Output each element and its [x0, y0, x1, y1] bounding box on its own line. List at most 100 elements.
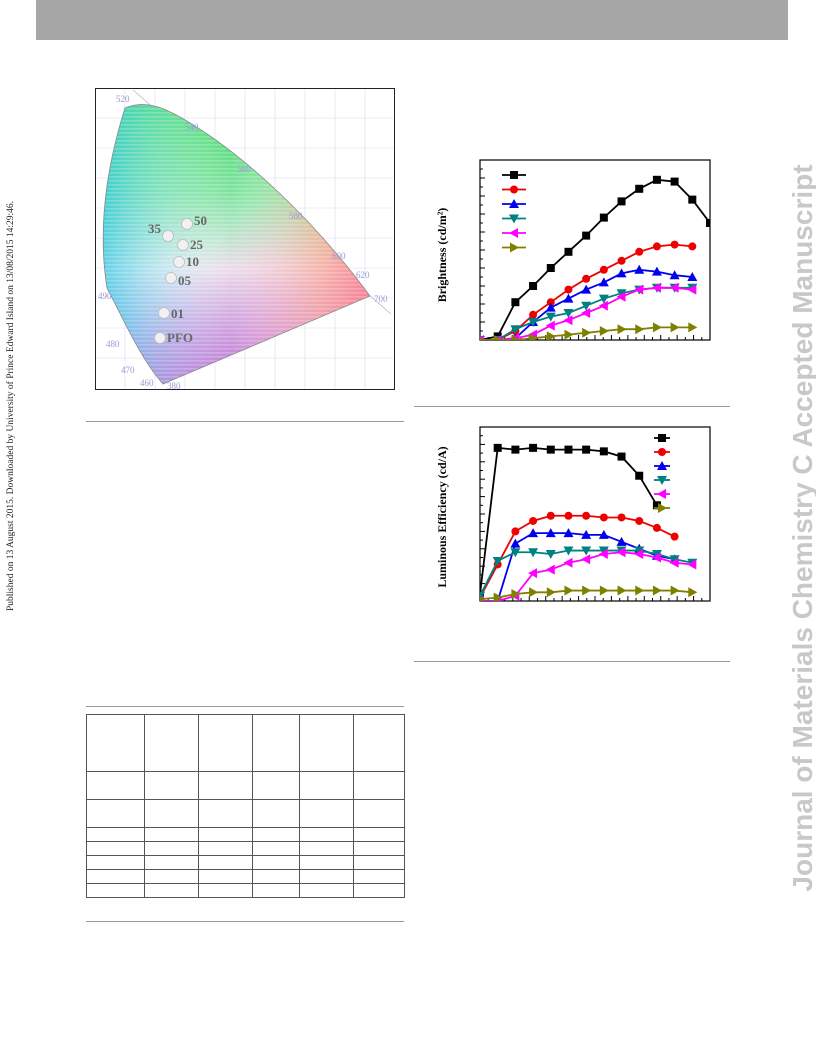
data-point [635, 247, 644, 256]
data-point [546, 587, 556, 598]
plot-area [480, 175, 710, 340]
legend-marker [509, 214, 519, 224]
data-point [617, 585, 627, 596]
chart-legend [654, 434, 670, 513]
data-point [688, 322, 698, 333]
data-point [528, 528, 539, 538]
brightness-chart-svg: Brightness (cd/m²) [435, 159, 711, 341]
data-point [688, 242, 697, 251]
data-point [563, 546, 574, 556]
data-point [617, 324, 627, 335]
data-point [651, 282, 661, 293]
data-point [511, 589, 521, 600]
data-point [670, 240, 679, 249]
data-point [563, 293, 574, 303]
data-point [670, 585, 680, 596]
plot-area [480, 443, 698, 601]
data-point [564, 285, 573, 294]
data-point [598, 546, 609, 556]
table-row [86, 799, 405, 828]
data-point [581, 529, 592, 539]
data-point [634, 546, 645, 556]
right-rule-2 [414, 661, 730, 662]
wavelength-700: 700 [374, 294, 388, 304]
data-point [652, 175, 661, 184]
data-point [652, 242, 661, 251]
efficiency-chart: Luminous Efficiency (cd/A) [430, 415, 720, 615]
data-point [564, 445, 573, 454]
data-point [564, 247, 573, 256]
data-point [582, 585, 592, 596]
data-point [652, 585, 662, 596]
wavelength-470: 470 [121, 365, 135, 375]
data-point [687, 272, 698, 281]
data-point [688, 195, 697, 204]
data-point [617, 452, 626, 461]
data-point [546, 331, 556, 340]
data-point [546, 264, 555, 272]
data-point [493, 443, 502, 452]
cie-diagram: 520 540 560 580 600 620 700 490 480 470 … [95, 88, 395, 391]
data-point [634, 264, 645, 274]
data-point [652, 523, 661, 532]
data-point [670, 177, 679, 186]
data-point [493, 592, 503, 601]
data-point [545, 550, 556, 560]
table-row [86, 827, 405, 842]
wavelength-600: 600 [332, 251, 346, 261]
cie-label-10: 10 [186, 254, 199, 269]
data-point [564, 511, 573, 520]
cie-label-35: 35 [148, 221, 162, 236]
data-point [563, 528, 574, 538]
data-point [635, 516, 644, 525]
data-point [528, 568, 538, 579]
data-point [545, 302, 556, 312]
data-point [563, 309, 574, 318]
legend-marker [657, 489, 666, 499]
legend-marker [510, 171, 518, 179]
data-point [599, 213, 608, 222]
data-point [599, 326, 609, 336]
data-point [652, 322, 662, 333]
wavelength-560: 560 [237, 164, 251, 174]
data-point [599, 585, 609, 596]
data-point [582, 231, 591, 240]
data-point [635, 184, 644, 193]
cie-label-01: 01 [171, 306, 184, 321]
publication-note: Published on 13 August 2015. Downloaded … [6, 200, 16, 611]
data-point [582, 327, 592, 338]
data-point [529, 310, 538, 319]
data-point [617, 256, 626, 265]
data-point [635, 324, 645, 335]
data-point [581, 308, 591, 318]
data-point [529, 587, 539, 598]
data-point [546, 298, 555, 307]
page-header-band [36, 0, 788, 40]
data-point [480, 596, 485, 601]
data-point [582, 511, 591, 520]
left-rule-top [86, 421, 404, 422]
cie-point-10 [173, 256, 185, 268]
data-point [511, 298, 520, 307]
legend-marker [657, 461, 667, 470]
wavelength-460: 460 [140, 378, 154, 388]
data-point [529, 333, 539, 340]
data-point [564, 329, 574, 340]
data-point [529, 443, 538, 452]
data-point [598, 277, 609, 287]
data-point [528, 548, 539, 558]
legend-marker [510, 185, 518, 194]
data-point [617, 197, 626, 206]
data-point [545, 320, 555, 331]
legend-marker [510, 242, 519, 253]
cie-point-50 [181, 218, 193, 230]
data-point [669, 270, 680, 280]
data-point [563, 557, 573, 568]
data-point [652, 501, 661, 510]
data-point [529, 516, 538, 525]
chart-legend [502, 171, 526, 253]
cie-point-pfo [154, 332, 166, 344]
cie-point-25 [177, 239, 189, 251]
cie-points [154, 218, 193, 344]
wavelength-380: 380 [167, 381, 181, 390]
